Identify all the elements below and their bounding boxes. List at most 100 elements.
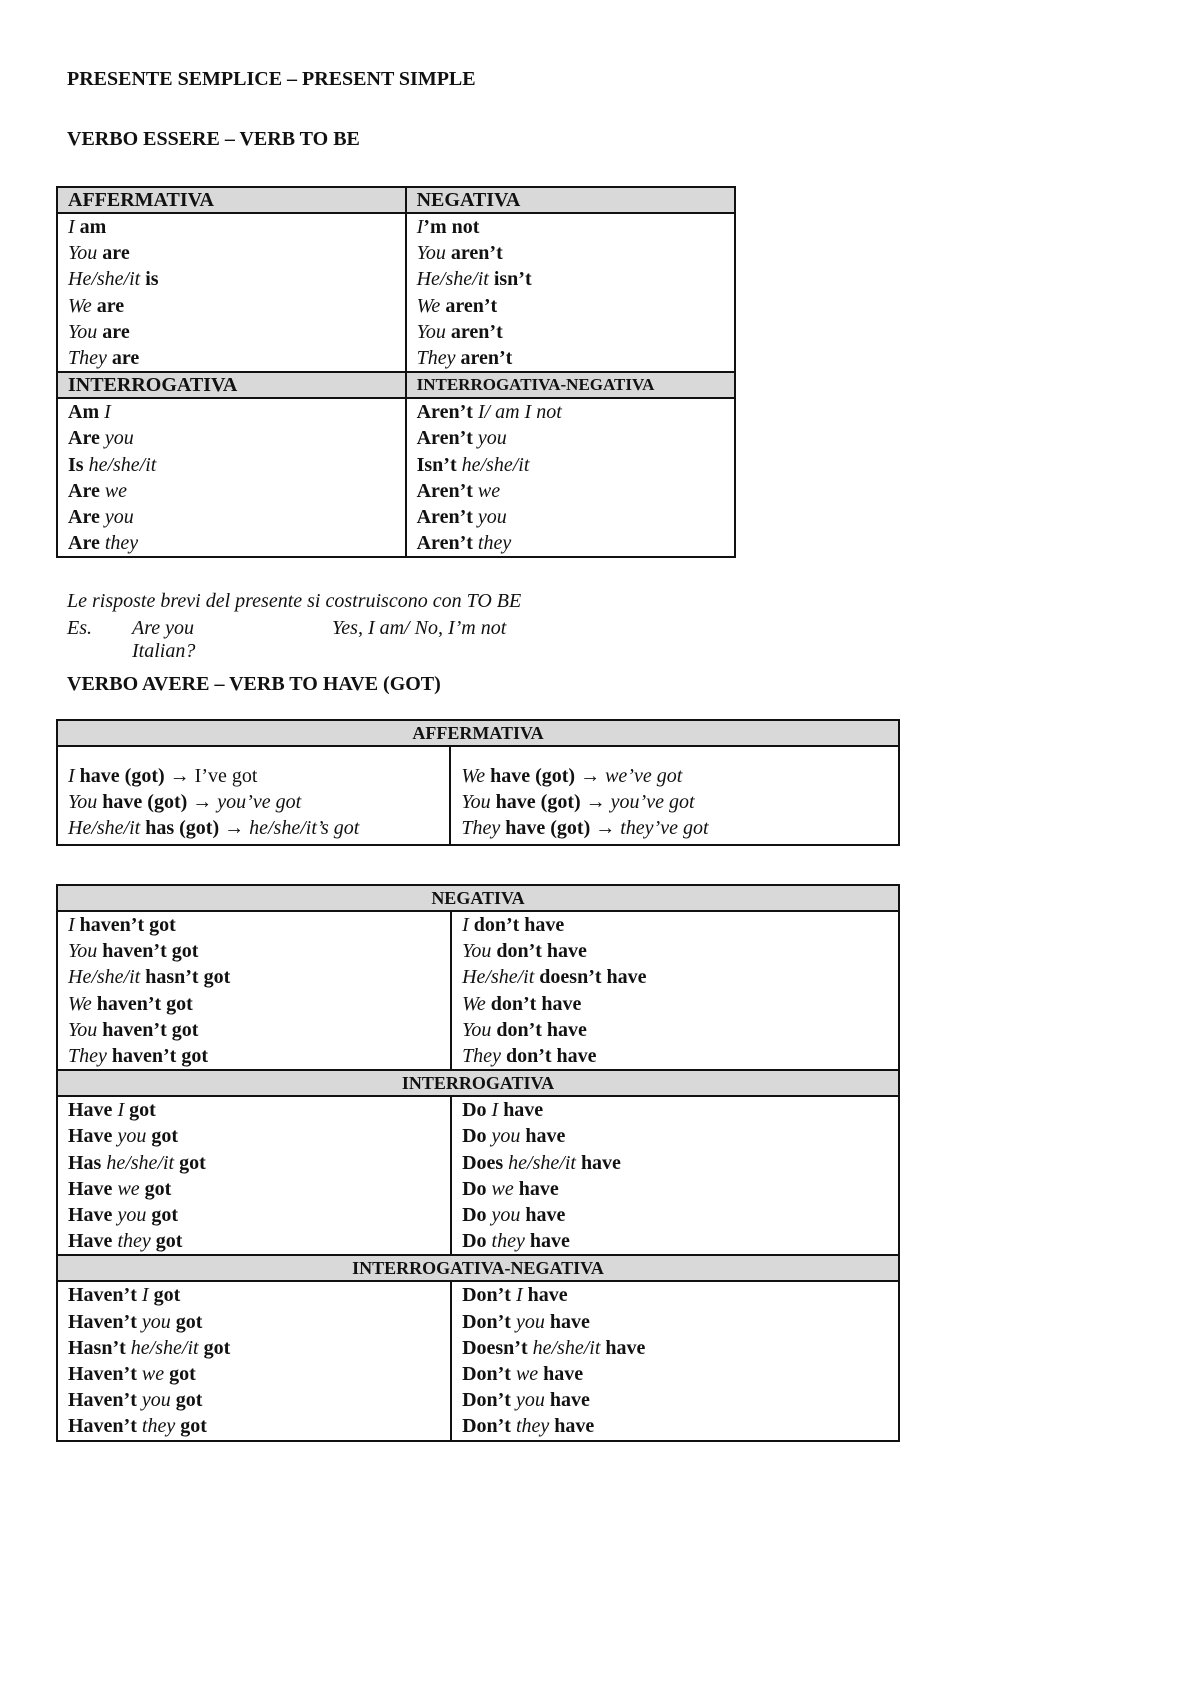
text-segment: don’t have: [496, 940, 587, 963]
left-cell: I am You are He/she/it is We are You are They…: [56, 211, 407, 374]
section-header-row: INTERROGATIVA: [56, 1069, 900, 1098]
conjugation-line: They are: [68, 345, 395, 371]
section-header: NEGATIVA: [404, 186, 737, 214]
conjugation-line: You are: [68, 240, 395, 266]
to-have-table: NEGATIVA I haven’t got You haven’t got He/s…: [55, 884, 900, 1442]
text-segment: I: [117, 1099, 130, 1122]
conjugation-line: Don’t they have: [462, 1413, 888, 1439]
text-segment: Have: [68, 1125, 118, 1148]
text-segment: have (got): [490, 765, 576, 787]
text-segment: don’t have: [505, 1045, 597, 1068]
text-segment: → they’ve got: [590, 817, 709, 840]
conjugation-line: Are they: [68, 530, 395, 556]
text-segment: Do: [462, 1204, 492, 1227]
text-segment: → we’ve got: [575, 765, 683, 787]
text-segment: You: [416, 320, 451, 343]
table-row: Haven’t I got Haven’t you got Hasn’t he/sh…: [55, 1280, 900, 1442]
text-segment: We: [416, 294, 446, 317]
conjugation-line: Is he/she/it: [68, 452, 395, 478]
text-segment: You: [416, 242, 451, 265]
text-segment: he/she/it: [461, 453, 530, 476]
table-row: Have I got Have you got Has he/she/it got H…: [55, 1095, 900, 1257]
text-segment: you: [491, 1204, 526, 1227]
conjugation-line: He/she/it has (got) → he/she/it’s got: [68, 815, 439, 841]
text-segment: am: [79, 216, 107, 238]
text-segment: aren’t: [450, 320, 503, 343]
text-segment: Does: [462, 1151, 509, 1174]
text-segment: → I’ve got: [164, 765, 258, 787]
text-segment: have: [527, 1284, 568, 1307]
right-cell: Don’t I have Don’t you have Doesn’t he/she…: [450, 1280, 900, 1442]
conjugation-line: I haven’t got: [68, 912, 440, 938]
text-segment: he/she/it: [130, 1336, 204, 1359]
conjugation-line: They aren’t: [417, 345, 724, 371]
text-segment: Are: [68, 506, 105, 529]
text-segment: Aren’t: [416, 401, 478, 424]
conjugation-line: You don’t have: [462, 938, 888, 964]
text-segment: he/she/it: [508, 1151, 581, 1174]
text-segment: They: [461, 817, 506, 840]
conjugation-line: Have I got: [68, 1097, 440, 1123]
conjugation-line: Have you got: [68, 1202, 440, 1228]
text-segment: got: [155, 1230, 183, 1253]
conjugation-line: He/she/it is: [68, 266, 395, 292]
text-segment: Haven’t: [68, 1310, 142, 1333]
conjugation-line: Haven’t I got: [68, 1282, 440, 1308]
conjugation-line: You aren’t: [417, 319, 724, 345]
text-segment: we: [117, 1177, 145, 1200]
text-segment: they: [104, 532, 139, 555]
text-segment: They: [462, 1045, 506, 1068]
section-header: INTERROGATIVA-NEGATIVA: [56, 1254, 900, 1283]
text-segment: they: [515, 1415, 555, 1438]
table-row: I have (got) → I’ve got You have (got) → …: [55, 745, 900, 846]
text-segment: haven’t got: [102, 1018, 199, 1041]
text-segment: got: [175, 1310, 203, 1333]
text-segment: Don’t: [462, 1363, 516, 1386]
text-segment: have: [580, 1151, 621, 1174]
text-segment: got: [129, 1099, 156, 1122]
conjugation-line: They haven’t got: [68, 1043, 440, 1069]
conjugation-line: Am I: [68, 399, 395, 425]
conjugation-line: We are: [68, 293, 395, 319]
text-segment: He/she/it: [462, 966, 540, 989]
text-segment: got: [203, 1336, 231, 1359]
to-be-heading: VERBO ESSERE – VERB TO BE: [67, 128, 360, 150]
text-segment: He/she/it: [68, 817, 146, 840]
text-segment: are: [111, 347, 140, 370]
text-segment: we: [104, 479, 128, 502]
conjugation-line: Have you got: [68, 1123, 440, 1149]
conjugation-line: You don’t have: [462, 1017, 888, 1043]
text-segment: you: [477, 506, 507, 529]
text-segment: got: [169, 1363, 196, 1386]
text-segment: aren’t: [450, 242, 503, 265]
text-segment: Do: [462, 1125, 492, 1148]
text-segment: Is: [68, 453, 89, 476]
text-segment: have: [549, 1389, 590, 1412]
section-header-row: INTERROGATIVA INTERROGATIVA-NEGATIVA: [56, 371, 737, 400]
text-segment: Aren’t: [416, 506, 478, 529]
text-segment: haven’t got: [79, 914, 176, 936]
conjugation-line: Don’t you have: [462, 1309, 888, 1335]
text-segment: I/ am I not: [477, 401, 562, 424]
section-header: INTERROGATIVA: [56, 371, 407, 400]
conjugation-line: Have they got: [68, 1228, 440, 1254]
conjugation-line: You haven’t got: [68, 938, 440, 964]
text-segment: They: [68, 1045, 112, 1068]
text-segment: you: [491, 1125, 526, 1148]
conjugation-line: We have (got) → we’ve got: [461, 763, 888, 789]
text-segment: I: [68, 914, 80, 936]
text-segment: Aren’t: [416, 479, 478, 502]
conjugation-line: Does he/she/it have: [462, 1150, 888, 1176]
left-cell: I haven’t got You haven’t got He/she/it ha…: [55, 909, 453, 1072]
text-segment: → he/she/it’s got: [219, 817, 360, 840]
text-segment: we: [491, 1177, 519, 1200]
text-segment: got: [151, 1204, 178, 1227]
text-segment: I: [68, 765, 80, 787]
section-header-row: NEGATIVA: [56, 884, 900, 912]
text-segment: ’m not: [423, 216, 480, 238]
text-segment: have: [518, 1177, 559, 1200]
text-segment: have (got): [505, 817, 591, 840]
text-segment: You: [462, 940, 497, 963]
text-segment: got: [151, 1125, 178, 1148]
right-cell: Do I have Do you have Does he/she/it have D…: [450, 1095, 900, 1257]
